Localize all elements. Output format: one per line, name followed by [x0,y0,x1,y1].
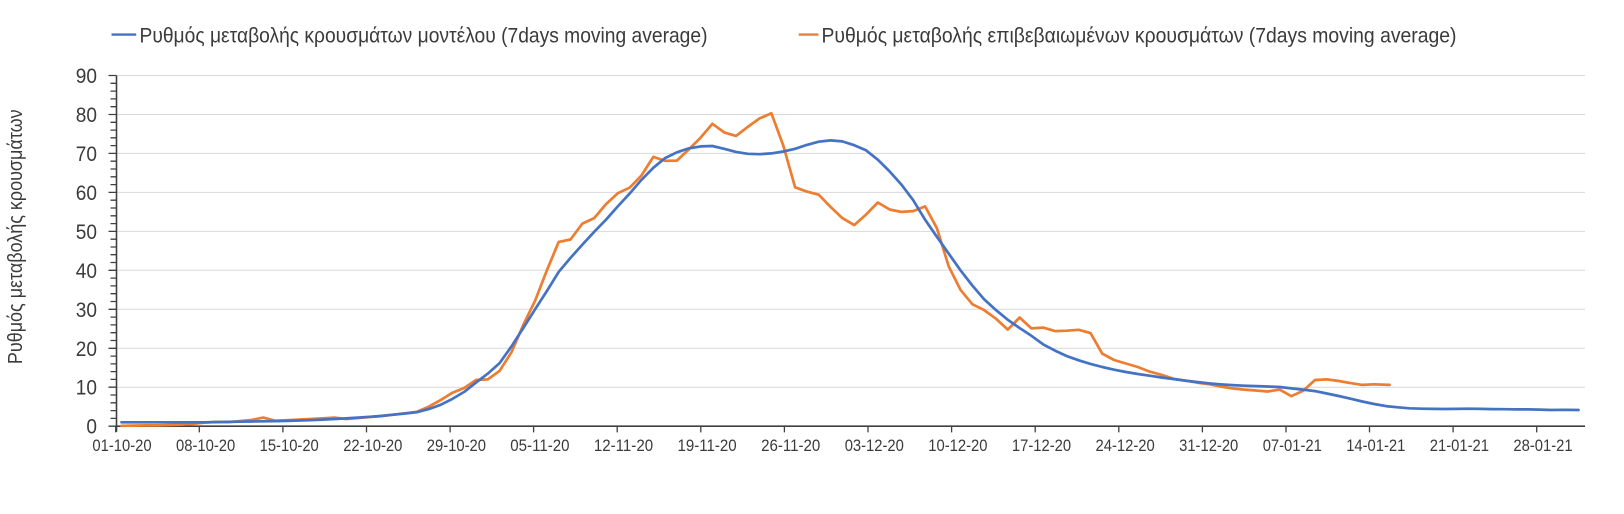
svg-text:22-10-20: 22-10-20 [343,436,402,455]
svg-text:05-11-20: 05-11-20 [510,436,569,455]
svg-text:10: 10 [76,376,97,400]
svg-text:19-11-20: 19-11-20 [678,436,737,455]
svg-text:08-10-20: 08-10-20 [176,436,235,455]
svg-text:21-01-21: 21-01-21 [1430,436,1489,455]
svg-text:29-10-20: 29-10-20 [427,436,486,455]
svg-text:14-01-21: 14-01-21 [1346,436,1405,455]
svg-text:07-01-21: 07-01-21 [1263,436,1322,455]
svg-text:90: 90 [76,64,97,88]
svg-text:60: 60 [76,181,97,205]
svg-text:80: 80 [76,103,97,127]
svg-text:0: 0 [86,415,97,439]
svg-text:01-10-20: 01-10-20 [92,436,151,455]
svg-text:30: 30 [76,298,97,322]
svg-text:Ρυθμός μεταβολής κρουσμάτων: Ρυθμός μεταβολής κρουσμάτων [5,109,27,364]
svg-text:50: 50 [76,220,97,244]
svg-text:10-12-20: 10-12-20 [928,436,987,455]
svg-text:Ρυθμός μεταβολής επιβεβαιωμένω: Ρυθμός μεταβολής επιβεβαιωμένων κρουσμάτ… [822,25,1457,48]
svg-text:28-01-21: 28-01-21 [1513,436,1572,455]
svg-text:03-12-20: 03-12-20 [845,436,904,455]
svg-text:24-12-20: 24-12-20 [1096,436,1155,455]
svg-text:70: 70 [76,142,97,166]
svg-text:15-10-20: 15-10-20 [260,436,319,455]
svg-text:Ρυθμός μεταβολής κρουσμάτων μο: Ρυθμός μεταβολής κρουσμάτων μοντέλου (7d… [140,25,708,48]
svg-text:40: 40 [76,259,97,283]
svg-text:26-11-20: 26-11-20 [761,436,820,455]
svg-text:31-12-20: 31-12-20 [1179,436,1238,455]
svg-text:12-11-20: 12-11-20 [594,436,653,455]
svg-text:17-12-20: 17-12-20 [1012,436,1071,455]
svg-text:20: 20 [76,337,97,361]
